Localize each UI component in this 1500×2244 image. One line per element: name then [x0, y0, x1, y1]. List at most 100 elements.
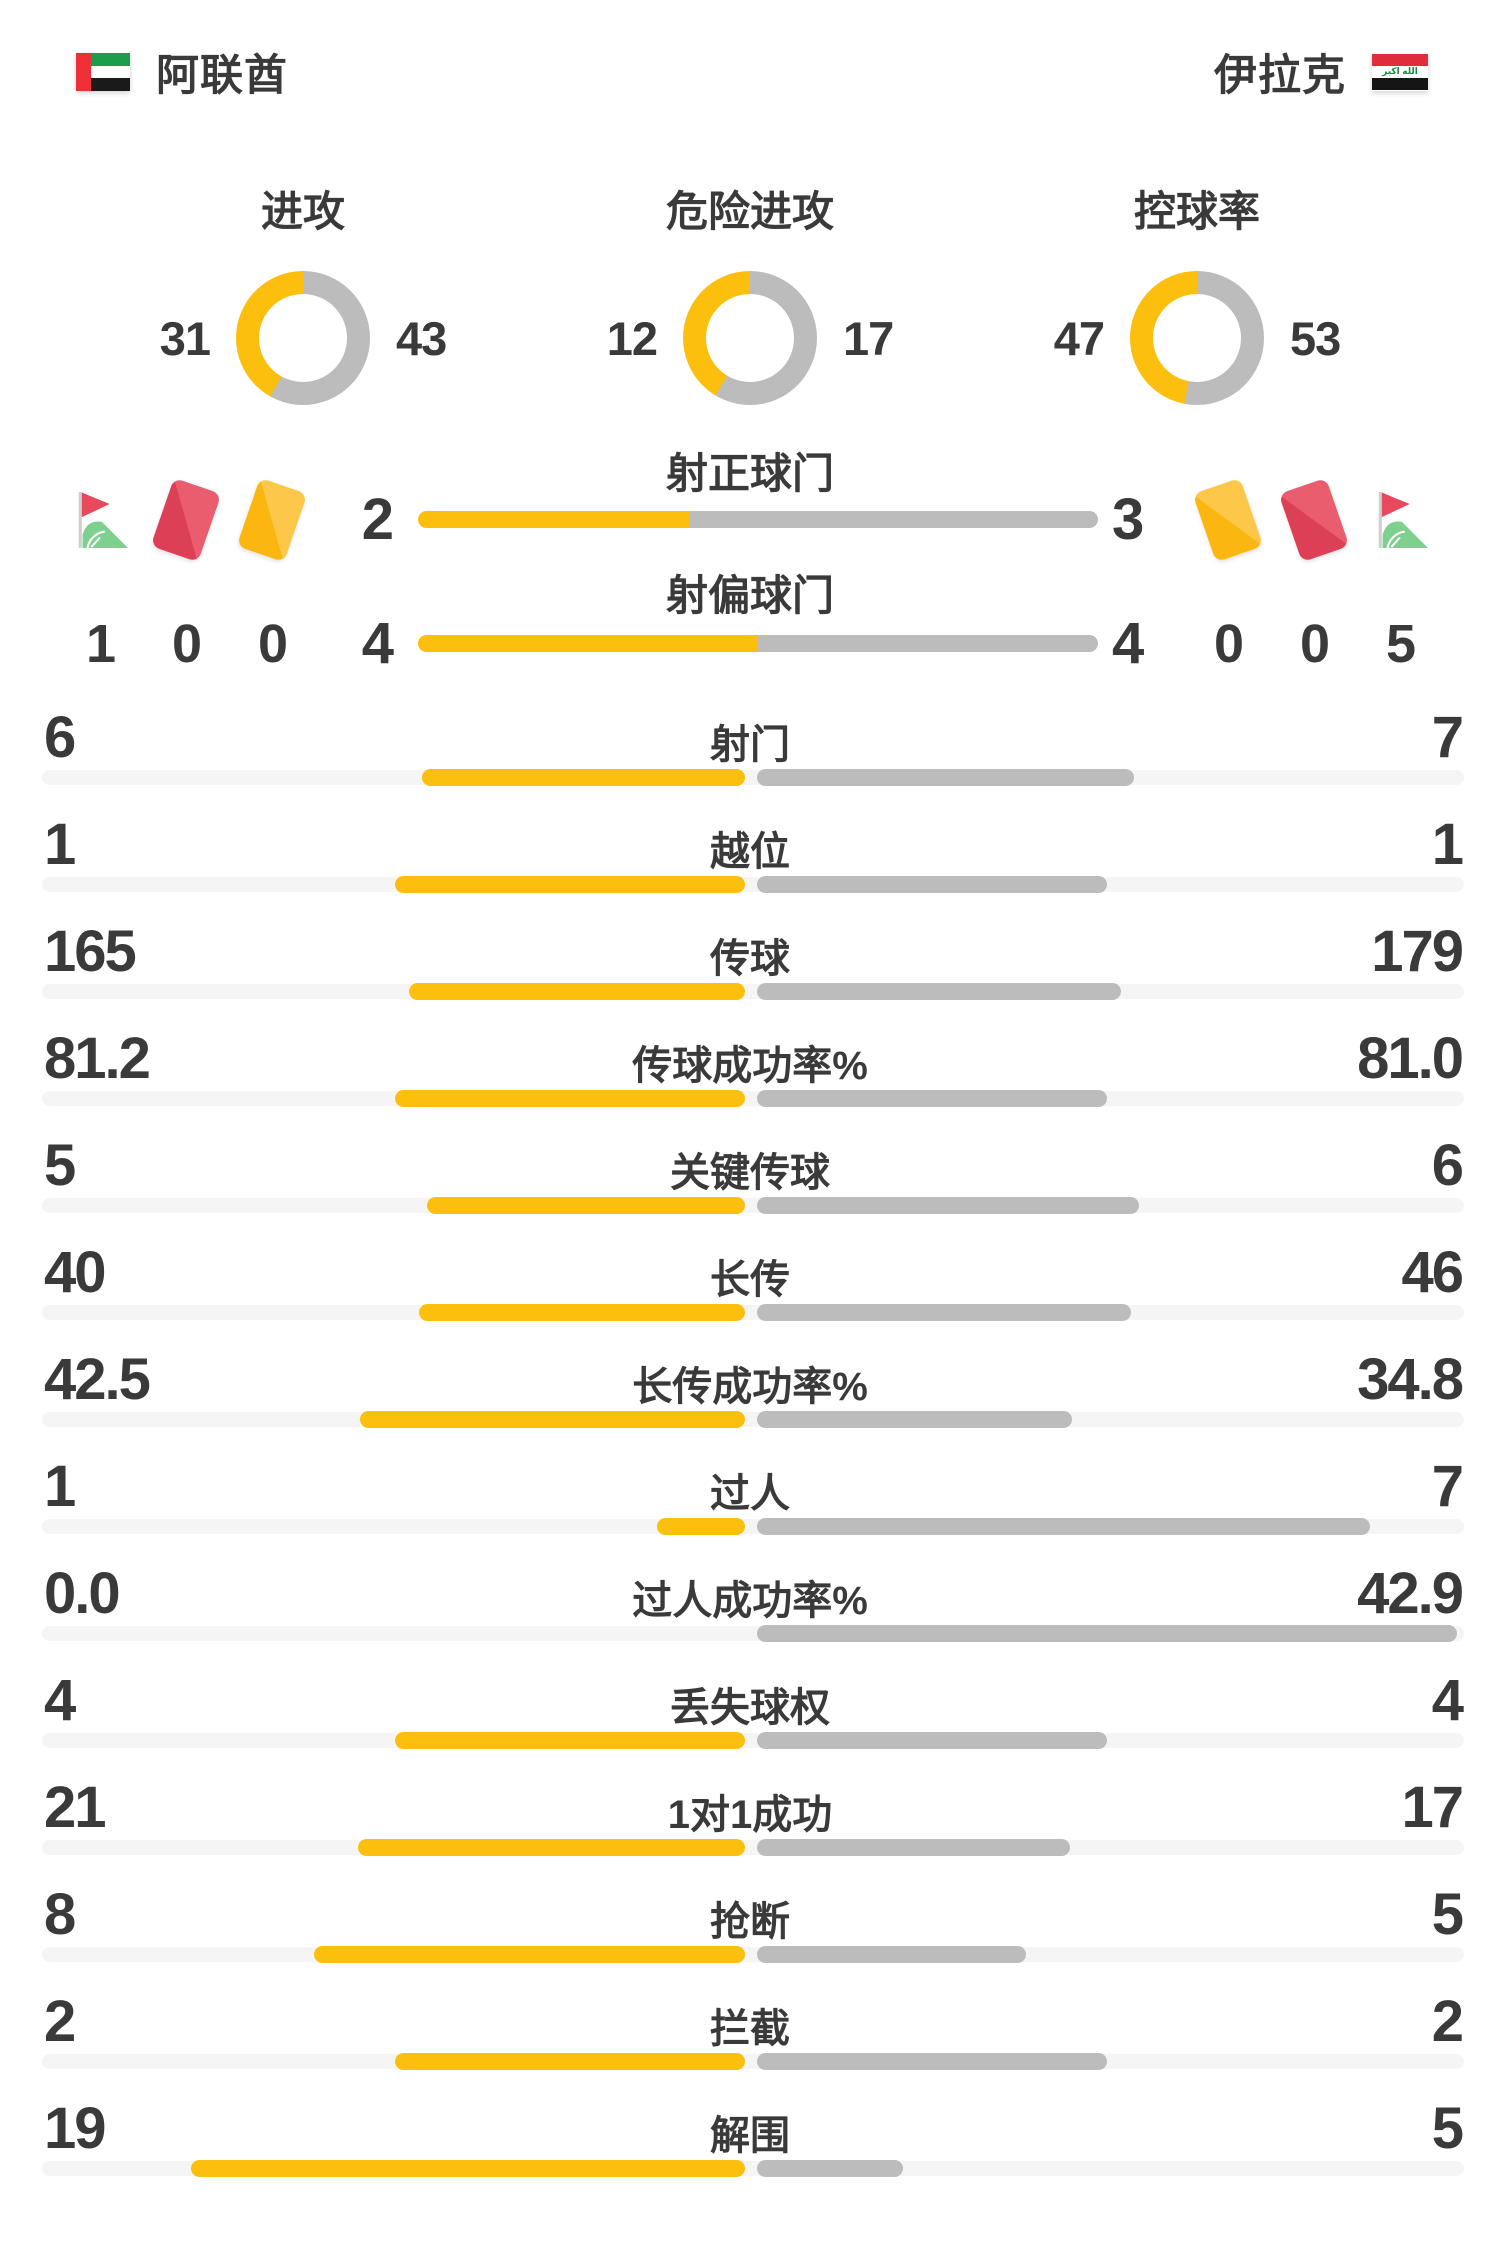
stat-bar-home	[395, 2053, 745, 2070]
red-card-count-home: 0	[171, 614, 202, 674]
shots-on-target-bar	[418, 511, 1098, 528]
header: 阿联酋 伊拉克 الله اكبر	[0, 42, 1500, 102]
stat-label: 丢失球权	[670, 1686, 830, 1730]
stat-track	[42, 1091, 1464, 1106]
stat-bar-away	[757, 1946, 1026, 1963]
stat-away-value: 81.0	[1357, 1026, 1464, 1091]
stat-bar-home	[419, 1304, 745, 1321]
stat-away-value: 5	[1431, 1882, 1464, 1947]
stat-home-value: 21	[44, 1775, 106, 1840]
yellow-card-icon	[1192, 477, 1264, 563]
red-card-icon	[150, 477, 222, 563]
donut-away-value: 17	[843, 311, 894, 365]
stat-track	[42, 1840, 1464, 1855]
donut-section: 进攻 31 43 危险进攻 12 17 控球率 47 53	[0, 178, 1500, 405]
stat-bar-home	[427, 1197, 745, 1214]
stat-label: 传球成功率%	[632, 1044, 868, 1088]
donut-title: 进攻	[260, 188, 345, 235]
stat-away-value: 17	[1401, 1775, 1463, 1840]
team-home: 阿联酋	[76, 41, 288, 103]
donut-title: 控球率	[1133, 188, 1260, 235]
donut-away-value: 53	[1290, 311, 1341, 365]
stat-home-value: 1	[44, 1454, 76, 1519]
stat-away-value: 4	[1431, 1668, 1464, 1733]
stat-track	[42, 1947, 1464, 1962]
stat-label: 1对1成功	[667, 1793, 833, 1837]
stat-bar-home	[314, 1946, 745, 1963]
stat-track	[42, 984, 1464, 999]
shots-on-target-row: 2 3	[0, 477, 1500, 563]
stat-home-value: 19	[44, 2096, 106, 2161]
stat-bar-away	[757, 2053, 1107, 2070]
stat-bar-home	[358, 1839, 745, 1856]
stat-bar-away	[757, 1197, 1139, 1214]
stat-home-value: 5	[44, 1133, 76, 1198]
stat-away-value: 46	[1401, 1240, 1463, 1305]
stat-row: 越位 1 1	[0, 799, 1500, 906]
stat-bar-home	[657, 1518, 745, 1535]
stat-label: 长传	[710, 1258, 790, 1302]
iraq-flag-icon: الله اكبر	[1372, 53, 1428, 91]
uae-flag-icon	[76, 53, 130, 92]
stat-track	[42, 1305, 1464, 1320]
stat-bar-away	[757, 1304, 1131, 1321]
red-card-icon	[1278, 477, 1350, 563]
stat-bar-away	[757, 769, 1134, 786]
red-card-count-away: 0	[1299, 614, 1330, 674]
stat-away-value: 6	[1431, 1133, 1464, 1198]
stat-label: 越位	[710, 830, 790, 874]
stat-bar-away	[757, 876, 1107, 893]
stat-bar-home	[395, 1090, 745, 1107]
stat-row: 传球 165 179	[0, 906, 1500, 1013]
stat-bar-away	[757, 2160, 903, 2177]
stat-bar-home	[409, 983, 745, 1000]
stat-away-value: 179	[1371, 919, 1464, 984]
stat-row: 传球成功率% 81.2 81.0	[0, 1013, 1500, 1120]
donut-home-value: 31	[159, 311, 211, 365]
stat-bar-away	[757, 1518, 1370, 1535]
stat-label: 射门	[710, 723, 790, 767]
stat-bar-home	[191, 2160, 745, 2177]
stats-list: 射门 6 7 越位 1 1 传球 165 179 传球成功率% 81.2	[0, 692, 1500, 2190]
stat-row: 1对1成功 21 17	[0, 1762, 1500, 1869]
stat-row: 长传 40 46	[0, 1227, 1500, 1334]
corner-flag-icon	[78, 491, 129, 549]
stat-home-value: 1	[44, 812, 76, 877]
stat-row: 射门 6 7	[0, 692, 1500, 799]
stat-label: 过人成功率%	[632, 1579, 868, 1623]
stat-home-value: 42.5	[44, 1347, 151, 1412]
stat-row: 过人 1 7	[0, 1441, 1500, 1548]
stat-label: 抢断	[710, 1900, 790, 1944]
stat-away-value: 34.8	[1357, 1347, 1464, 1412]
stat-row: 丢失球权 4 4	[0, 1655, 1500, 1762]
corner-count-away: 5	[1385, 614, 1416, 674]
stat-row: 拦截 2 2	[0, 1976, 1500, 2083]
shots-off-target-bar	[418, 635, 1098, 652]
stat-away-value: 7	[1431, 705, 1464, 770]
stat-bar-away	[757, 1411, 1072, 1428]
donut-col-dangerous-attacks: 危险进攻 12 17	[527, 178, 974, 405]
shots-off-target-home-value: 4	[361, 611, 394, 676]
stat-home-value: 0.0	[44, 1561, 121, 1626]
stat-row: 过人成功率% 0.0 42.9	[0, 1548, 1500, 1655]
stat-track	[42, 877, 1464, 892]
home-bar-segment	[418, 511, 690, 528]
stat-track	[42, 2054, 1464, 2069]
stat-track	[42, 1733, 1464, 1748]
donut-col-attacks: 进攻 31 43	[80, 178, 527, 405]
donut-home-value: 12	[606, 311, 658, 365]
stat-label: 关键传球	[670, 1151, 830, 1195]
stat-row: 解围 19 5	[0, 2083, 1500, 2190]
stat-bar-away	[757, 983, 1121, 1000]
donut-chart-possession	[1130, 271, 1264, 405]
donut-home-value: 47	[1053, 311, 1105, 365]
away-bar-segment	[758, 635, 1098, 652]
corner-count-home: 1	[85, 614, 116, 674]
stat-bar-away	[757, 1732, 1107, 1749]
stat-away-value: 42.9	[1357, 1561, 1464, 1626]
stat-away-value: 5	[1431, 2096, 1464, 2161]
donut-col-possession: 控球率 47 53	[974, 178, 1421, 405]
stat-label: 拦截	[710, 2007, 790, 2051]
stat-away-value: 1	[1431, 812, 1464, 877]
stat-bar-away	[757, 1625, 1457, 1642]
